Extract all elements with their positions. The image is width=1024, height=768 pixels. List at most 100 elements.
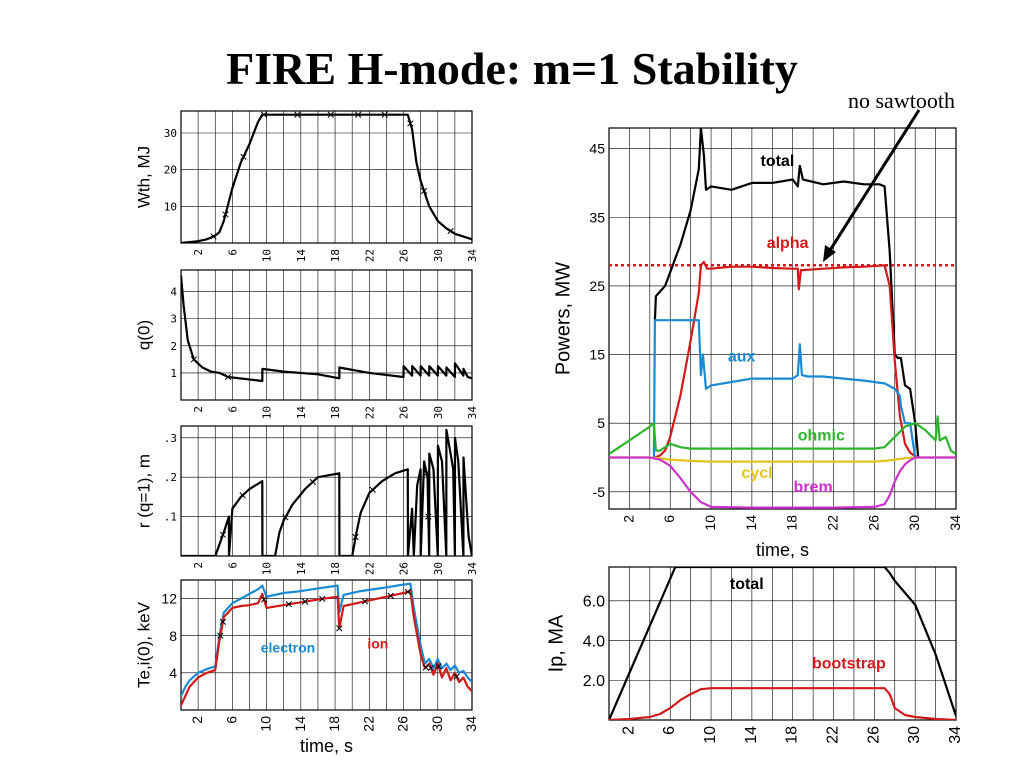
data-point-marker xyxy=(319,595,326,603)
y-axis-label: r (q=1), m xyxy=(134,454,153,528)
data-point-marker xyxy=(422,664,429,671)
annotation-no-sawtooth: no sawtooth xyxy=(848,88,955,113)
y-tick-label: 45 xyxy=(589,141,605,157)
x-tick-label: 6 xyxy=(223,716,239,724)
data-point-marker xyxy=(361,598,369,605)
chart-ip: 2 6 10 14 18 22 26 30 342.04.06.0Ip, MAtotalboot… xyxy=(545,566,964,744)
data-point-marker xyxy=(447,227,454,235)
series-label-brem: brem xyxy=(794,479,833,496)
series-line-bootstrap xyxy=(609,687,956,720)
chart-rq1: 2 6 10 14 18 22 26 30 34.1.2.3r (q=1), m xyxy=(134,425,479,576)
x-tick-label: 6 xyxy=(661,515,677,523)
x-tick-label: 22 xyxy=(825,515,841,531)
x-tick-label: 30 xyxy=(432,406,445,419)
x-tick-label: 22 xyxy=(825,726,842,744)
data-point-marker xyxy=(387,592,394,599)
x-tick-label: 2 xyxy=(192,406,205,413)
series-line xyxy=(181,428,472,556)
series-line-brem xyxy=(609,456,956,509)
y-axis-label: Ip, MA xyxy=(545,614,567,672)
y-axis-label: Powers, MW xyxy=(552,262,574,375)
y-axis-label: Wth, MJ xyxy=(134,146,153,208)
x-tick-label: 10 xyxy=(261,249,274,262)
x-tick-label: 26 xyxy=(398,562,411,575)
x-tick-label: 2 xyxy=(620,726,637,735)
data-point-marker xyxy=(294,111,301,118)
series-line xyxy=(181,275,472,383)
series-line-total xyxy=(609,567,956,720)
series-line-ion xyxy=(181,589,472,706)
data-point-marker xyxy=(420,187,428,195)
slide-title: FIRE H-mode: m=1 Stability xyxy=(226,43,798,94)
series-label-ion: ion xyxy=(367,636,388,652)
data-point-marker xyxy=(260,596,268,603)
y-tick-label: 30 xyxy=(164,127,177,140)
y-tick-label: 2 xyxy=(170,340,177,353)
x-tick-label: 2 xyxy=(620,515,636,523)
y-tick-label: 5 xyxy=(597,415,605,431)
y-tick-label: 10 xyxy=(164,200,177,213)
y-tick-label: 3 xyxy=(170,313,177,326)
data-point-marker xyxy=(260,111,268,118)
series-line-alpha xyxy=(654,260,921,459)
plot-area xyxy=(609,128,956,509)
x-tick-label: 6 xyxy=(661,726,678,735)
data-point-marker xyxy=(239,492,246,499)
x-tick-label: 10 xyxy=(702,515,718,531)
x-tick-label: 26 xyxy=(865,726,882,744)
x-tick-label: 34 xyxy=(466,249,479,263)
plot-area xyxy=(181,275,472,383)
series-label-total: total xyxy=(730,576,764,593)
y-axis-label: Te,i(0), keV xyxy=(134,601,153,688)
x-tick-label: 2 xyxy=(192,562,205,569)
x-tick-label: 34 xyxy=(466,406,479,420)
x-tick-label: 22 xyxy=(363,406,376,419)
plot-area xyxy=(181,428,472,556)
plot-frame xyxy=(180,579,473,711)
x-tick-label: 30 xyxy=(906,515,922,531)
data-point-marker xyxy=(407,120,414,127)
x-tick-label: 18 xyxy=(329,562,342,575)
x-tick-label: 34 xyxy=(947,515,963,531)
x-tick-label: 10 xyxy=(261,406,274,419)
x-tick-label: 26 xyxy=(395,716,411,732)
x-tick-label: 10 xyxy=(261,562,274,575)
x-tick-label: 2 xyxy=(192,249,205,256)
x-tick-label: 34 xyxy=(463,716,479,732)
y-tick-label: 35 xyxy=(589,209,605,225)
y-tick-label: 4 xyxy=(170,286,177,299)
y-tick-label: .1 xyxy=(164,511,177,524)
x-tick-label: 6 xyxy=(226,406,239,413)
y-axis-label: q(0) xyxy=(134,320,153,350)
plot-frame xyxy=(608,127,957,510)
x-tick-label: 18 xyxy=(784,515,800,531)
x-tick-label: 6 xyxy=(226,562,239,569)
x-tick-label: 18 xyxy=(784,726,801,744)
series-label-bootstrap: bootstrap xyxy=(812,655,886,672)
y-tick-label: 15 xyxy=(589,347,605,363)
data-point-marker xyxy=(355,111,362,118)
y-tick-label: 6.0 xyxy=(583,594,605,611)
arrow-head xyxy=(823,245,836,262)
x-axis-label: time, s xyxy=(300,736,353,756)
x-tick-label: 14 xyxy=(295,406,308,420)
data-point-marker xyxy=(369,486,376,493)
series-line-cycl xyxy=(609,456,956,463)
series-label-alpha: alpha xyxy=(767,235,809,252)
data-point-marker xyxy=(309,478,316,486)
series-label-aux: aux xyxy=(728,348,756,365)
annotation-arrow xyxy=(823,109,921,262)
x-tick-label: 22 xyxy=(363,562,376,575)
x-tick-label: 34 xyxy=(947,726,964,744)
y-tick-label: .3 xyxy=(164,432,177,445)
x-tick-label: 14 xyxy=(295,562,308,576)
series-line-aux xyxy=(652,319,917,458)
series-label-cycl: cycl xyxy=(741,465,772,482)
series-line xyxy=(181,113,472,243)
x-tick-label: 18 xyxy=(326,716,342,732)
x-tick-label: 30 xyxy=(432,249,445,262)
